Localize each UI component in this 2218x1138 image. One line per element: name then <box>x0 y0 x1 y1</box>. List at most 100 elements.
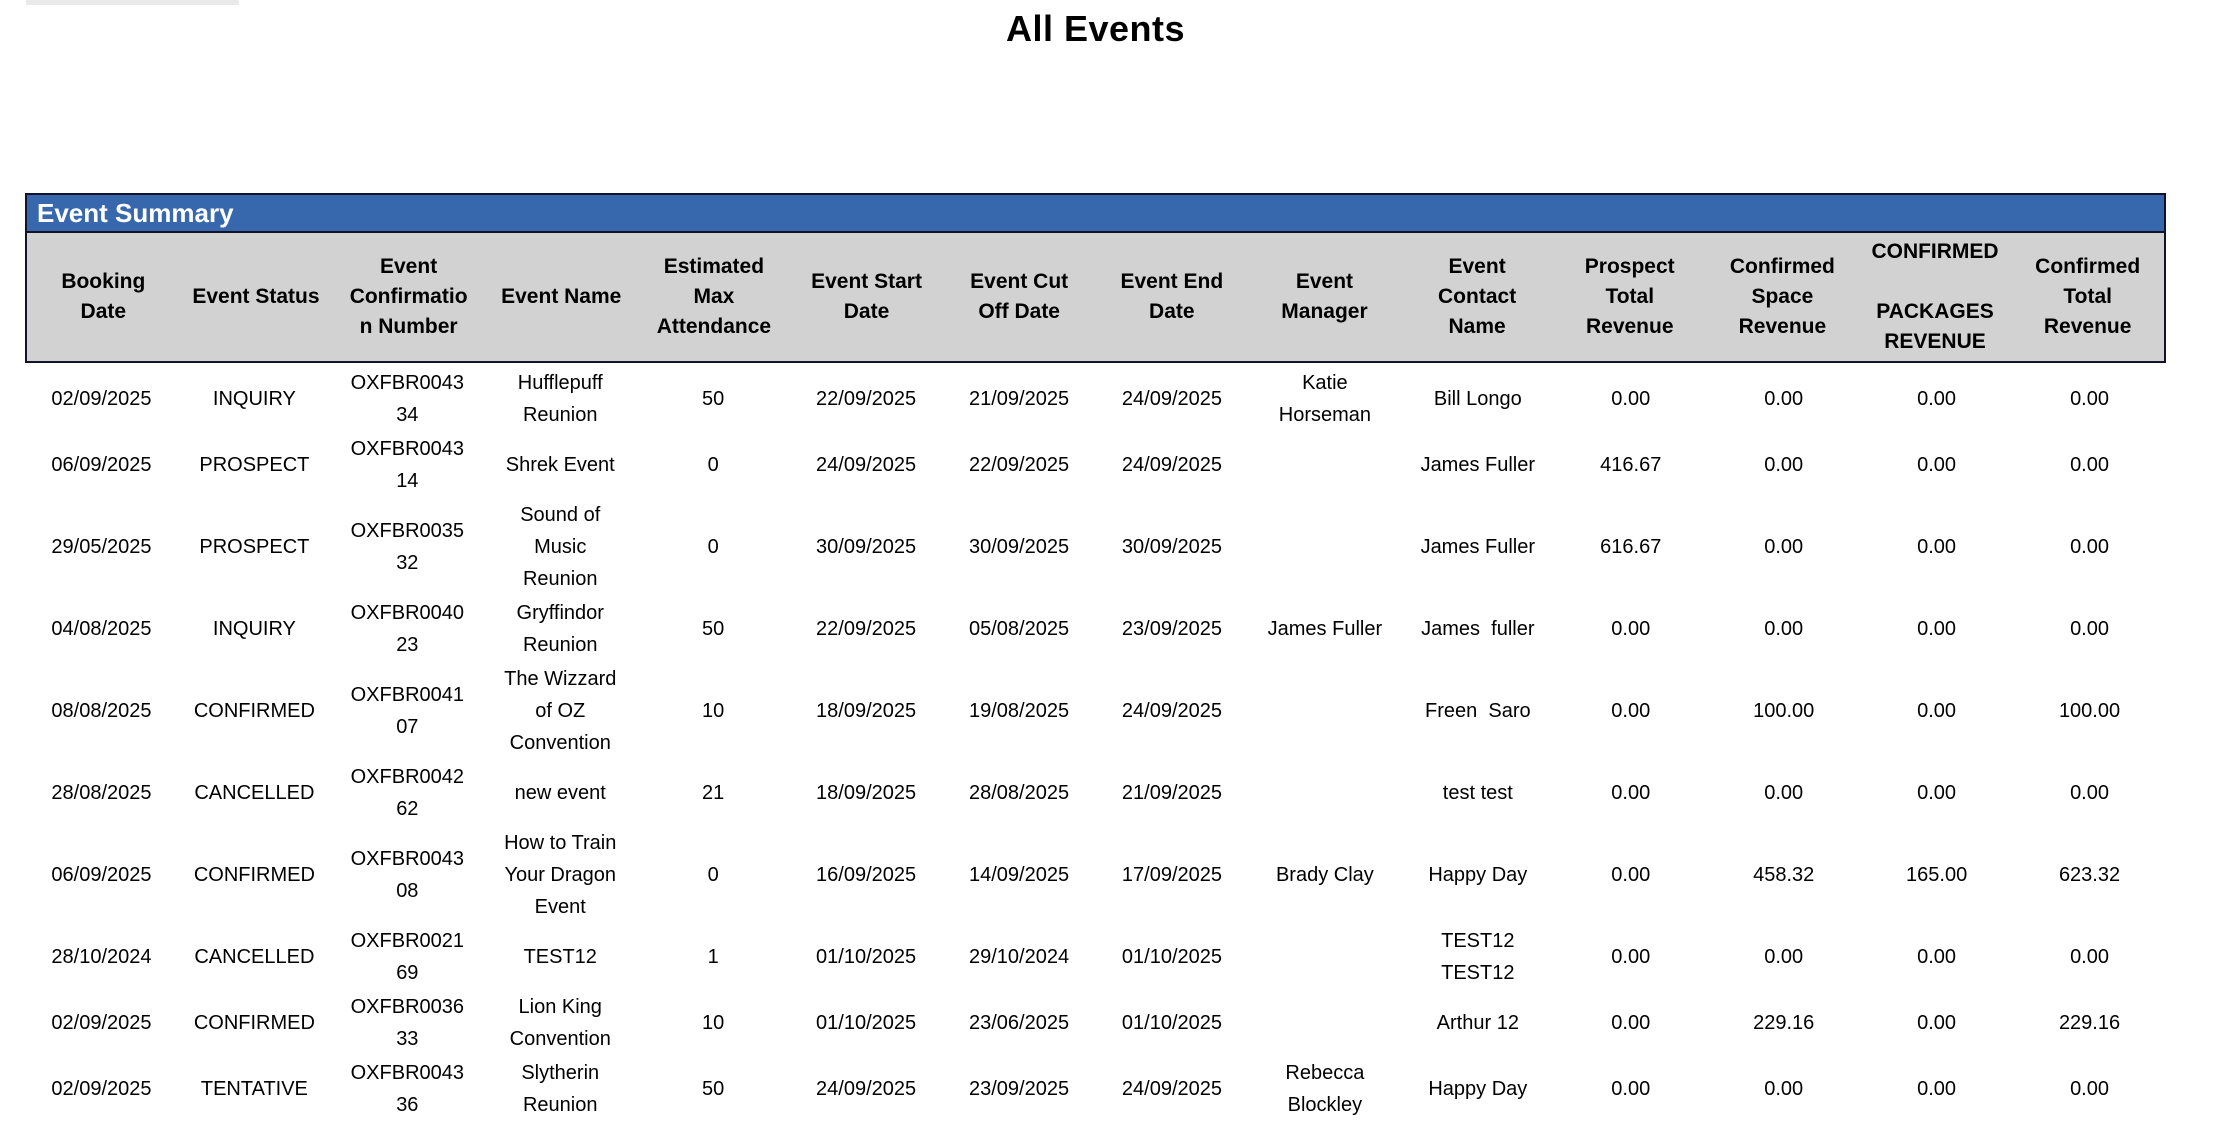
table-cell <box>1248 464 1401 466</box>
table-cell: 24/09/2025 <box>1121 454 1223 476</box>
column-header: Event End Date <box>1120 270 1224 323</box>
table-cell: 0.00 <box>1917 1012 1957 1034</box>
table-cell: 50 <box>702 1078 725 1100</box>
table-cell: test test <box>1442 782 1513 804</box>
table-cell: 29/05/2025 <box>51 536 152 558</box>
column-header: Confirmed Total Revenue <box>2035 255 2141 338</box>
table-cell: OXFBR0043 08 <box>350 848 464 902</box>
table-cell: 30/09/2025 <box>1121 536 1223 558</box>
table-cell: Shrek Event <box>505 454 615 476</box>
table-cell: 0.00 <box>1764 388 1804 410</box>
table-cell: The Wizzard of OZ Convention <box>504 668 617 754</box>
section-header-bar: Event Summary <box>27 195 2164 233</box>
table-cell: Brady Clay <box>1275 864 1374 886</box>
table-cell: 0 <box>707 536 719 558</box>
table-cell: 623.32 <box>2058 864 2121 886</box>
table-cell: OXFBR0043 34 <box>350 372 464 426</box>
table-row: 02/09/2025 INQUIRY OXFBR0043 34 Hufflepuff … <box>25 366 2166 432</box>
table-cell: 616.67 <box>1600 536 1662 558</box>
table-cell: 01/10/2025 <box>816 946 917 968</box>
table-cell: 06/09/2025 <box>51 864 152 886</box>
page-title: All Events <box>1005 8 1186 49</box>
column-header: Prospect Total Revenue <box>1584 255 1675 338</box>
table-cell: 0.00 <box>1917 618 1957 640</box>
table-cell: 0 <box>707 454 719 476</box>
table-cell: 229.16 <box>2058 1012 2121 1034</box>
table-cell: Katie Horseman <box>1278 372 1372 426</box>
table-cell: 0.00 <box>1917 946 1957 968</box>
table-cell: Happy Day <box>1428 1078 1528 1100</box>
table-cell: 0.00 <box>1917 536 1957 558</box>
table-cell: 01/10/2025 <box>1121 1012 1223 1034</box>
table-cell: 0.00 <box>1764 536 1804 558</box>
table-cell: James Fuller <box>1420 454 1536 476</box>
table-header-row: Booking Date Event Status Event Confirmati… <box>27 233 2164 361</box>
table-cell: 1 <box>707 946 719 968</box>
table-cell: OXFBR0035 32 <box>350 520 464 574</box>
table-cell: OXFBR0043 36 <box>350 1062 464 1116</box>
table-cell: INQUIRY <box>212 618 296 640</box>
table-cell: 01/10/2025 <box>816 1012 917 1034</box>
table-cell: 0.00 <box>1917 454 1957 476</box>
table-cell: 17/09/2025 <box>1121 864 1223 886</box>
table-cell: 18/09/2025 <box>816 700 917 722</box>
table-cell: Hufflepuff Reunion <box>517 372 603 426</box>
table-body: 02/09/2025 INQUIRY OXFBR0043 34 Hufflepuff … <box>25 363 2166 1122</box>
table-cell: Bill Longo <box>1433 388 1522 410</box>
table-cell: 0.00 <box>1611 700 1651 722</box>
table-cell: 18/09/2025 <box>816 782 917 804</box>
table-cell: Arthur 12 <box>1436 1012 1519 1034</box>
table-cell <box>1248 956 1401 958</box>
table-cell: 29/10/2024 <box>968 946 1070 968</box>
table-cell: 416.67 <box>1600 454 1662 476</box>
table-cell: CONFIRMED <box>193 864 315 886</box>
table-row: 02/09/2025 TENTATIVE OXFBR0043 36 Slytherin… <box>25 1056 2166 1122</box>
table-row: 08/08/2025 CONFIRMED OXFBR0041 07 The Wizza… <box>25 662 2166 760</box>
table-cell <box>1248 792 1401 794</box>
table-cell: 14/09/2025 <box>968 864 1070 886</box>
table-row: 02/09/2025 CONFIRMED OXFBR0036 33 Lion King… <box>25 990 2166 1056</box>
table-cell: OXFBR0043 14 <box>350 438 464 492</box>
table-cell: 28/08/2025 <box>968 782 1070 804</box>
table-cell: OXFBR0040 23 <box>350 602 464 656</box>
table-cell: James fuller <box>1421 618 1535 640</box>
column-header: Event Manager <box>1281 270 1368 323</box>
table-cell: 0.00 <box>2070 1078 2109 1100</box>
table-cell: Sound of Music Reunion <box>520 504 601 590</box>
table-cell: 0.00 <box>1764 1078 1804 1100</box>
table-cell: 30/09/2025 <box>816 536 917 558</box>
table-cell: INQUIRY <box>212 388 296 410</box>
table-cell: 0 <box>707 864 719 886</box>
table-cell: 0.00 <box>1611 864 1651 886</box>
table-cell: 0.00 <box>2070 782 2109 804</box>
table-cell: 100.00 <box>1753 700 1815 722</box>
table-cell: 10 <box>702 700 725 722</box>
column-header: CONFIRMED PACKAGES REVENUE <box>1871 240 1999 353</box>
table-cell: Lion King Convention <box>509 996 611 1050</box>
table-cell: CANCELLED <box>194 782 315 804</box>
table-cell: 0.00 <box>1611 1078 1651 1100</box>
table-cell: 23/09/2025 <box>968 1078 1070 1100</box>
table-cell: Rebecca Blockley <box>1285 1062 1365 1116</box>
table-cell: 165.00 <box>1906 864 1968 886</box>
browser-artifact-strip <box>26 0 239 5</box>
table-cell: 0.00 <box>2070 536 2109 558</box>
table-cell: 0.00 <box>2070 454 2109 476</box>
table-cell: 0.00 <box>2070 946 2109 968</box>
table-cell: 0.00 <box>1764 782 1804 804</box>
table-cell: 16/09/2025 <box>816 864 917 886</box>
table-cell: 0.00 <box>1611 618 1651 640</box>
column-header: Event Start Date <box>811 270 922 323</box>
section-title: Event Summary <box>37 197 234 228</box>
column-header: Event Confirmatio n Number <box>349 255 468 338</box>
table-row: 04/08/2025 INQUIRY OXFBR0040 23 Gryffindor … <box>25 596 2166 662</box>
table-cell: OXFBR0021 69 <box>350 930 464 984</box>
table-cell: 21 <box>702 782 725 804</box>
table-cell: new event <box>514 782 606 804</box>
table-cell: 05/08/2025 <box>968 618 1070 640</box>
table-cell: 19/08/2025 <box>968 700 1070 722</box>
table-cell: 23/09/2025 <box>1121 618 1223 640</box>
table-cell: Freen Saro <box>1425 700 1531 722</box>
table-cell: 28/10/2024 <box>51 946 152 968</box>
table-cell: 21/09/2025 <box>968 388 1070 410</box>
